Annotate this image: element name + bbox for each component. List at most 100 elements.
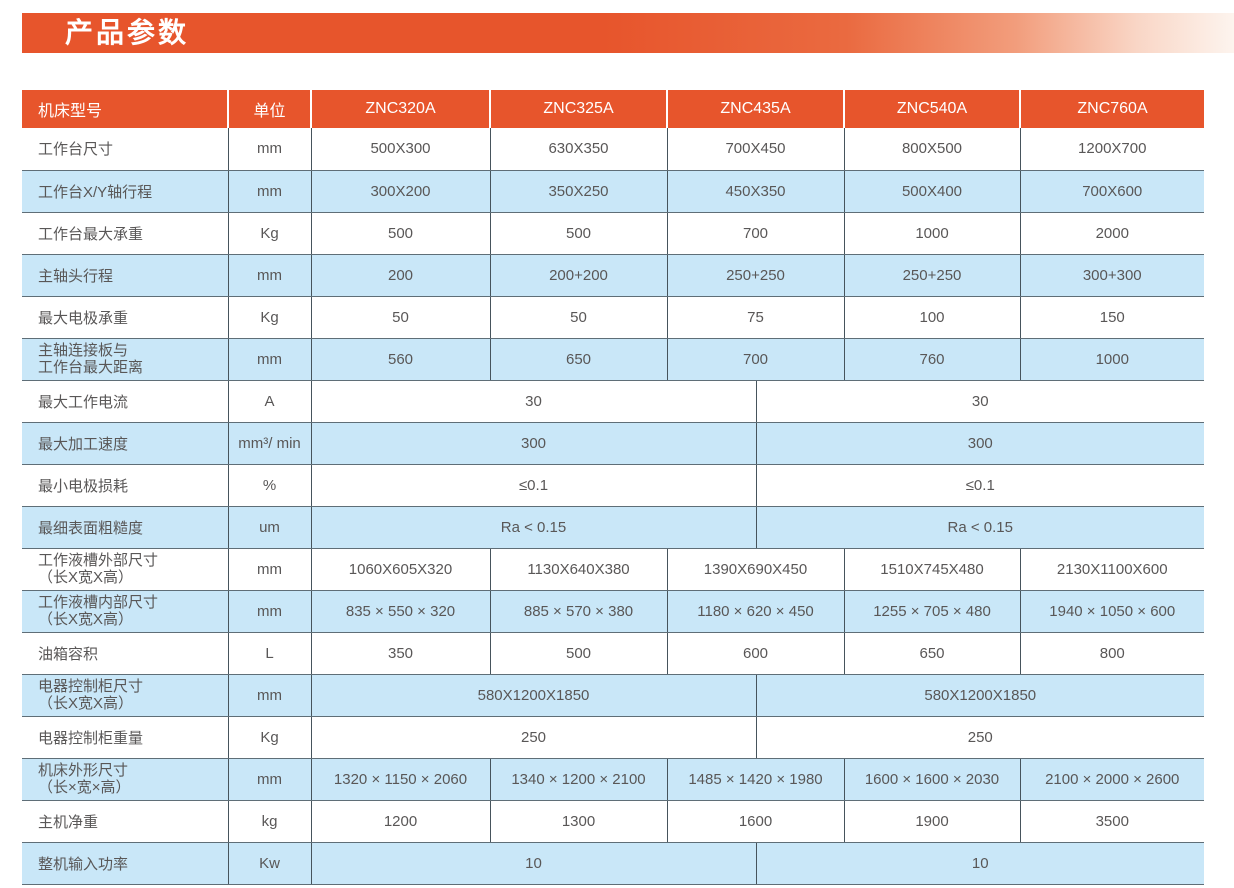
table-row: 工作液槽外部尺寸 （长X宽X高） mm 1060X605X320 1130X640…: [22, 548, 1204, 591]
row-label: 主机净重: [22, 800, 228, 843]
cell-value: 800: [1019, 632, 1204, 675]
table-row: 工作台最大承重 Kg 500 500 700 1000 2000: [22, 212, 1204, 255]
cell-value: 1940 × 1050 × 600: [1019, 590, 1204, 633]
cell-value: 450X350: [666, 170, 844, 213]
cell-value-merged: 10: [755, 842, 1204, 885]
row-label: 工作台最大承重: [22, 212, 228, 255]
cell-value: 2130X1100X600: [1019, 548, 1204, 591]
row-label: 最大加工速度: [22, 422, 228, 465]
cell-value-merged: 30: [755, 380, 1204, 423]
cell-value: 50: [489, 296, 667, 339]
cell-value: 700: [666, 338, 844, 381]
row-label: 电器控制柜重量: [22, 716, 228, 759]
cell-value: 100: [843, 296, 1020, 339]
table-row: 最大电极承重 Kg 50 50 75 100 150: [22, 296, 1204, 339]
cell-value-merged: 580X1200X1850: [310, 674, 756, 717]
row-label: 主轴头行程: [22, 254, 228, 297]
cell-value-merged: 300: [310, 422, 756, 465]
row-label: 工作液槽外部尺寸 （长X宽X高）: [22, 548, 228, 591]
row-label: 工作液槽内部尺寸 （长X宽X高）: [22, 590, 228, 633]
cell-value: 1485 × 1420 × 1980: [666, 758, 844, 801]
table-row: 主轴连接板与 工作台最大距离 mm 560 650 700 760 1000: [22, 338, 1204, 381]
row-label: 电器控制柜尺寸 （长X宽X高）: [22, 674, 228, 717]
header-model-znc325a: ZNC325A: [489, 90, 667, 128]
cell-value: 1510X745X480: [843, 548, 1020, 591]
row-unit: mm: [227, 170, 311, 213]
cell-value: 1200: [310, 800, 490, 843]
cell-value: 835 × 550 × 320: [310, 590, 490, 633]
table-row: 机床外形尺寸 （长×宽×高） mm 1320 × 1150 × 2060 1340…: [22, 758, 1204, 801]
cell-value: 1600 × 1600 × 2030: [843, 758, 1020, 801]
row-unit: mm: [227, 338, 311, 381]
row-label: 最大电极承重: [22, 296, 228, 339]
row-label: 主轴连接板与 工作台最大距离: [22, 338, 228, 381]
row-label: 工作台X/Y轴行程: [22, 170, 228, 213]
cell-value: 800X500: [843, 128, 1020, 171]
header-unit-label: 单位: [227, 90, 311, 128]
cell-value-merged: 250: [755, 716, 1204, 759]
cell-value: 650: [489, 338, 667, 381]
cell-value: 760: [843, 338, 1020, 381]
cell-value: 500: [310, 212, 490, 255]
cell-value: 500X300: [310, 128, 490, 171]
row-label: 整机输入功率: [22, 842, 228, 885]
cell-value: 200: [310, 254, 490, 297]
cell-value: 500: [489, 212, 667, 255]
row-unit: mm: [227, 548, 311, 591]
header-model-znc540a: ZNC540A: [843, 90, 1020, 128]
cell-value: 1255 × 705 × 480: [843, 590, 1020, 633]
cell-value: 885 × 570 × 380: [489, 590, 667, 633]
header-model-znc435a: ZNC435A: [666, 90, 844, 128]
cell-value: 1340 × 1200 × 2100: [489, 758, 667, 801]
cell-value: 1000: [843, 212, 1020, 255]
table-row: 最大加工速度 mm³/ min 300 300: [22, 422, 1204, 465]
row-unit: mm: [227, 758, 311, 801]
row-label: 最小电极损耗: [22, 464, 228, 507]
row-unit: kg: [227, 800, 311, 843]
row-unit: Kg: [227, 716, 311, 759]
cell-value: 250+250: [843, 254, 1020, 297]
row-unit: mm: [227, 674, 311, 717]
cell-value: 700: [666, 212, 844, 255]
cell-value: 150: [1019, 296, 1204, 339]
cell-value-merged: 300: [755, 422, 1204, 465]
row-unit: mm: [227, 128, 311, 171]
spec-table: 机床型号 单位 ZNC320A ZNC325A ZNC435A ZNC540A …: [22, 90, 1204, 885]
header-model-label: 机床型号: [22, 90, 228, 128]
table-row: 工作台X/Y轴行程 mm 300X200 350X250 450X350 500…: [22, 170, 1204, 213]
table-row: 电器控制柜尺寸 （长X宽X高） mm 580X1200X1850 580X1200…: [22, 674, 1204, 717]
row-unit: mm: [227, 254, 311, 297]
page-title: 产品参数: [65, 17, 190, 48]
cell-value: 2000: [1019, 212, 1204, 255]
row-unit: mm: [227, 590, 311, 633]
cell-value: 50: [310, 296, 490, 339]
cell-value: 700X600: [1019, 170, 1204, 213]
table-row: 主轴头行程 mm 200 200+200 250+250 250+250 300…: [22, 254, 1204, 297]
row-label: 工作台尺寸: [22, 128, 228, 171]
row-label: 机床外形尺寸 （长×宽×高）: [22, 758, 228, 801]
cell-value: 75: [666, 296, 844, 339]
row-label: 油箱容积: [22, 632, 228, 675]
table-row: 最小电极损耗 % ≤0.1 ≤0.1: [22, 464, 1204, 507]
cell-value: 1900: [843, 800, 1020, 843]
row-unit: Kg: [227, 212, 311, 255]
cell-value: 1180 × 620 × 450: [666, 590, 844, 633]
table-row: 主机净重 kg 1200 1300 1600 1900 3500: [22, 800, 1204, 843]
cell-value: 300X200: [310, 170, 490, 213]
cell-value-merged: 10: [310, 842, 756, 885]
cell-value: 1130X640X380: [489, 548, 667, 591]
table-row: 电器控制柜重量 Kg 250 250: [22, 716, 1204, 759]
cell-value-merged: 250: [310, 716, 756, 759]
cell-value: 1300: [489, 800, 667, 843]
cell-value: 1320 × 1150 × 2060: [310, 758, 490, 801]
cell-value-merged: 580X1200X1850: [755, 674, 1204, 717]
table-row: 最细表面粗糙度 um Ra < 0.15 Ra < 0.15: [22, 506, 1204, 549]
cell-value: 1390X690X450: [666, 548, 844, 591]
table-row: 最大工作电流 A 30 30: [22, 380, 1204, 423]
cell-value-merged: Ra < 0.15: [310, 506, 756, 549]
row-unit: mm³/ min: [227, 422, 311, 465]
cell-value: 650: [843, 632, 1020, 675]
cell-value: 500: [489, 632, 667, 675]
cell-value: 350: [310, 632, 490, 675]
cell-value: 1600: [666, 800, 844, 843]
